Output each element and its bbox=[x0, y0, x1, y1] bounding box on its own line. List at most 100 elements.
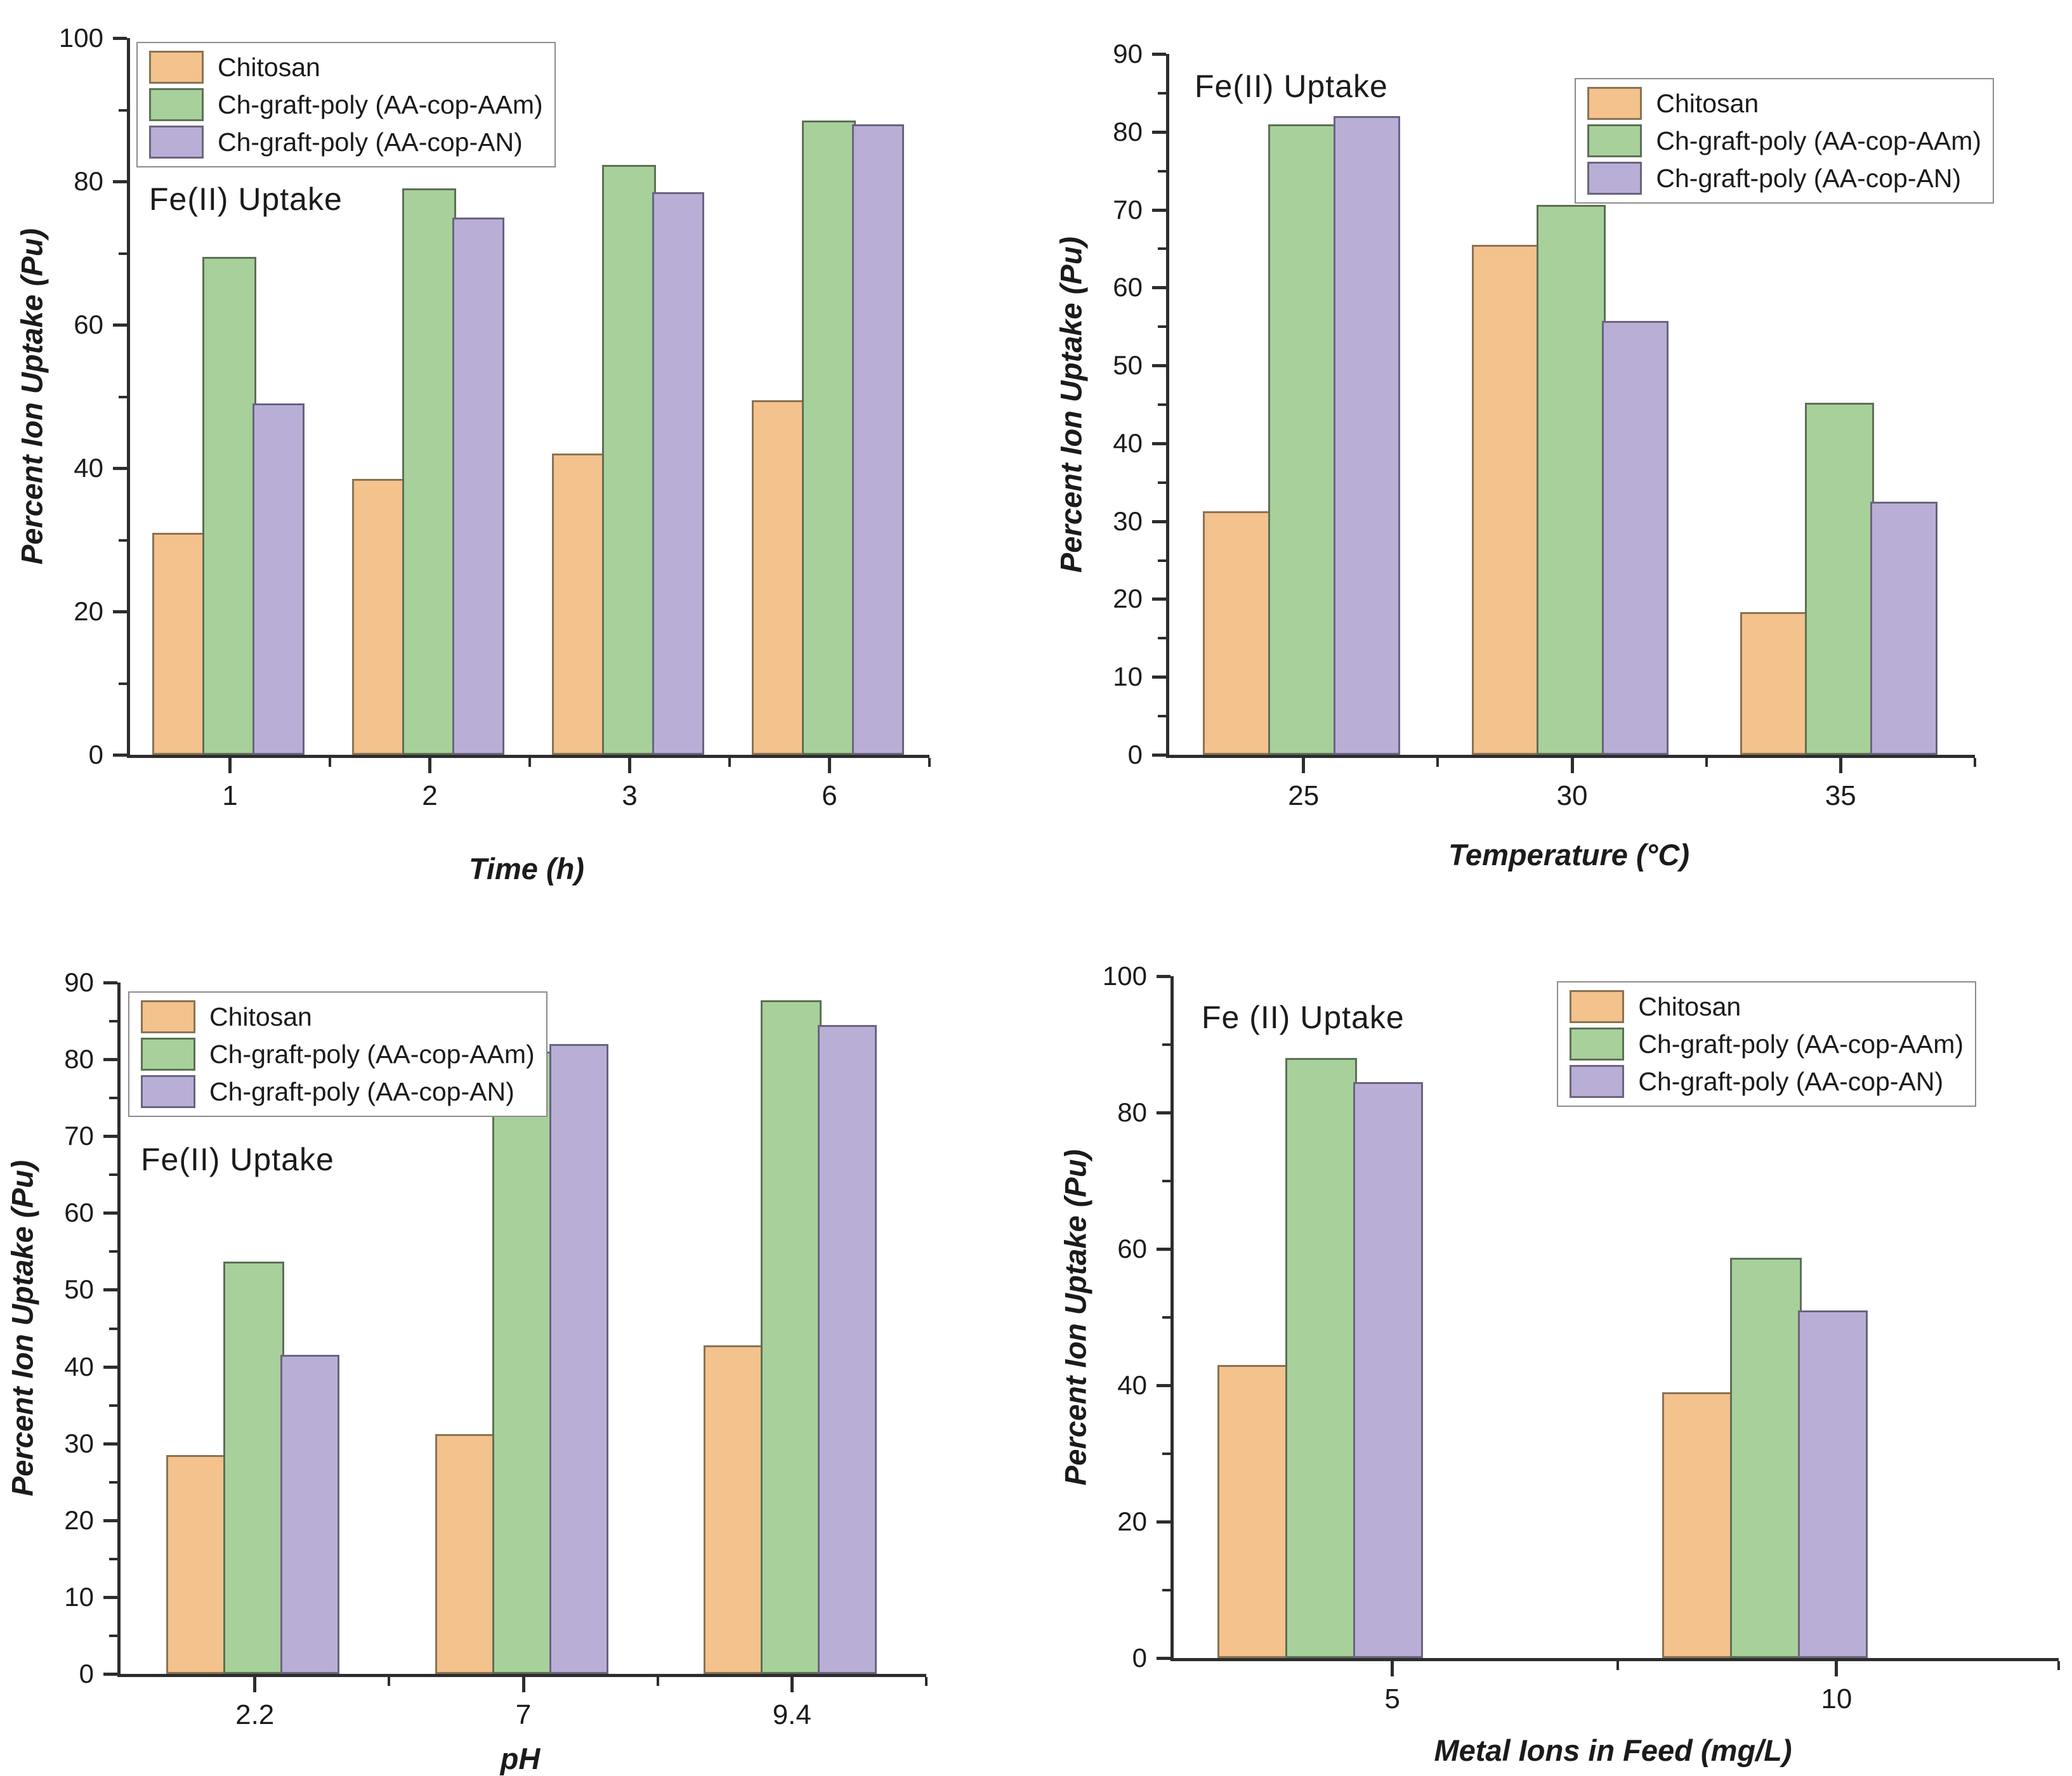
y-tick-label: 20 bbox=[1117, 1506, 1147, 1536]
y-minor-tick bbox=[109, 1327, 117, 1330]
x-major-tick bbox=[1391, 1661, 1394, 1676]
bar-series0-group1 bbox=[1662, 1392, 1734, 1658]
y-minor-tick bbox=[1162, 1589, 1170, 1591]
bar-series1-group1 bbox=[1729, 1257, 1802, 1658]
y-major-tick bbox=[113, 37, 127, 40]
legend-label: Ch-graft-poly (AA-cop-AAm) bbox=[218, 90, 543, 119]
y-minor-tick bbox=[1158, 637, 1166, 640]
y-tick-label: 0 bbox=[1132, 1643, 1147, 1673]
chart-title: Fe (II) Uptake bbox=[1202, 1000, 1405, 1035]
bar-series0-group1 bbox=[435, 1434, 496, 1674]
y-major-tick bbox=[1152, 519, 1166, 523]
y-tick-label: 80 bbox=[1117, 1097, 1147, 1127]
legend: Chitosan Ch-graft-poly (AA-cop-AAm) Ch-gra… bbox=[1557, 981, 1976, 1107]
y-tick-label: 40 bbox=[1117, 1370, 1147, 1400]
legend-label: Ch-graft-poly (AA-cop-AN) bbox=[209, 1077, 515, 1106]
x-minor-tick bbox=[1436, 758, 1439, 767]
bar-series1-group3 bbox=[801, 120, 856, 755]
legend-item: Ch-graft-poly (AA-cop-AN) bbox=[1587, 162, 1981, 195]
legend-swatch-series2 bbox=[141, 1075, 195, 1108]
legend-item: Chitosan bbox=[149, 51, 543, 84]
x-tick-label: 3 bbox=[622, 780, 638, 811]
y-tick-label: 60 bbox=[74, 310, 103, 339]
y-major-tick bbox=[1157, 1657, 1170, 1660]
y-major-tick bbox=[1152, 364, 1166, 368]
y-tick-label: 50 bbox=[64, 1274, 94, 1305]
y-tick-label: 0 bbox=[1127, 740, 1143, 769]
chart-uptake-vs-ph: 0 10 20 30 40 50 60 70 80 90 2.2 7 9.4 Chitosan Ch-gra… bbox=[0, 887, 1036, 1775]
y-major-tick bbox=[113, 467, 127, 470]
y-major-tick bbox=[103, 1442, 117, 1446]
y-major-tick bbox=[103, 1211, 117, 1215]
y-axis-title: Percent Ion Uptake (Pu) bbox=[5, 1159, 39, 1497]
y-axis-title: Percent Ion Uptake (Pu) bbox=[15, 228, 49, 565]
bar-series2-group0 bbox=[1333, 116, 1401, 755]
y-major-tick bbox=[113, 323, 127, 327]
y-major-tick bbox=[103, 1595, 117, 1599]
legend: Chitosan Ch-graft-poly (AA-cop-AAm) Ch-gra… bbox=[136, 42, 556, 167]
bar-series2-group3 bbox=[851, 124, 904, 755]
y-minor-tick bbox=[119, 108, 127, 112]
bar-series2-group2 bbox=[1870, 501, 1938, 755]
y-minor-tick bbox=[119, 539, 127, 542]
legend-label: Ch-graft-poly (AA-cop-AAm) bbox=[1638, 1029, 1964, 1059]
y-tick-label: 90 bbox=[64, 967, 94, 997]
legend-swatch-series0 bbox=[149, 51, 204, 84]
bar-series0-group2 bbox=[703, 1345, 764, 1674]
y-minor-tick bbox=[109, 1480, 117, 1484]
y-tick-label: 20 bbox=[64, 1505, 94, 1535]
x-minor-tick bbox=[928, 758, 931, 767]
y-minor-tick bbox=[109, 1404, 117, 1407]
bar-series0-group0 bbox=[166, 1454, 228, 1674]
bar-series2-group2 bbox=[652, 192, 704, 755]
legend-item: Ch-graft-poly (AA-cop-AN) bbox=[141, 1075, 535, 1108]
y-minor-tick bbox=[1162, 1453, 1170, 1455]
y-minor-tick bbox=[109, 1250, 117, 1253]
x-major-tick bbox=[1835, 1661, 1839, 1676]
y-tick-label: 40 bbox=[1113, 428, 1143, 458]
y-axis-title: Percent Ion Uptake (Pu) bbox=[1058, 1149, 1092, 1485]
bar-series1-group2 bbox=[760, 1000, 822, 1674]
x-tick-label: 6 bbox=[822, 780, 837, 811]
legend-swatch-series2 bbox=[1570, 1065, 1625, 1098]
y-minor-tick bbox=[1158, 247, 1166, 251]
x-tick-label: 9.4 bbox=[772, 1699, 811, 1730]
x-minor-tick bbox=[925, 1677, 928, 1686]
x-tick-label: 2 bbox=[422, 780, 438, 811]
x-major-tick bbox=[828, 758, 831, 773]
x-tick-label: 5 bbox=[1384, 1683, 1400, 1714]
y-major-tick bbox=[103, 981, 117, 984]
x-minor-tick bbox=[2057, 1661, 2060, 1670]
x-major-tick bbox=[628, 758, 631, 773]
legend-label: Chitosan bbox=[209, 1002, 312, 1031]
bar-series0-group2 bbox=[1740, 612, 1809, 755]
x-tick-label: 1 bbox=[222, 780, 238, 811]
legend-label: Chitosan bbox=[1638, 992, 1741, 1021]
bar-series0-group0 bbox=[152, 532, 206, 755]
y-minor-tick bbox=[119, 395, 127, 398]
bar-series2-group1 bbox=[1601, 321, 1669, 755]
y-tick-label: 70 bbox=[1113, 194, 1143, 225]
bar-series2-group0 bbox=[252, 403, 305, 755]
legend-label: Ch-graft-poly (AA-cop-AN) bbox=[1656, 164, 1962, 193]
y-tick-label: 80 bbox=[64, 1044, 94, 1074]
x-major-tick bbox=[428, 758, 431, 773]
y-tick-label: 80 bbox=[1113, 116, 1143, 147]
legend-label: Ch-graft-poly (AA-cop-AAm) bbox=[209, 1040, 535, 1069]
y-tick-label: 60 bbox=[1113, 272, 1143, 303]
legend-swatch-series1 bbox=[149, 88, 204, 121]
y-major-tick bbox=[1152, 130, 1166, 134]
y-major-tick bbox=[1157, 1384, 1170, 1387]
y-tick-label: 10 bbox=[1113, 662, 1143, 692]
legend-label: Ch-graft-poly (AA-cop-AN) bbox=[218, 127, 523, 157]
legend-item: Ch-graft-poly (AA-cop-AAm) bbox=[1570, 1028, 1964, 1061]
x-major-tick bbox=[1839, 758, 1842, 773]
legend-item: Ch-graft-poly (AA-cop-AN) bbox=[149, 126, 543, 159]
x-minor-tick bbox=[1616, 1661, 1620, 1670]
bar-series1-group1 bbox=[1537, 205, 1606, 755]
bar-series1-group0 bbox=[202, 256, 256, 755]
y-major-tick bbox=[103, 1365, 117, 1369]
x-tick-label: 30 bbox=[1556, 780, 1588, 811]
y-tick-label: 40 bbox=[74, 453, 103, 483]
legend-label: Chitosan bbox=[1656, 89, 1759, 118]
